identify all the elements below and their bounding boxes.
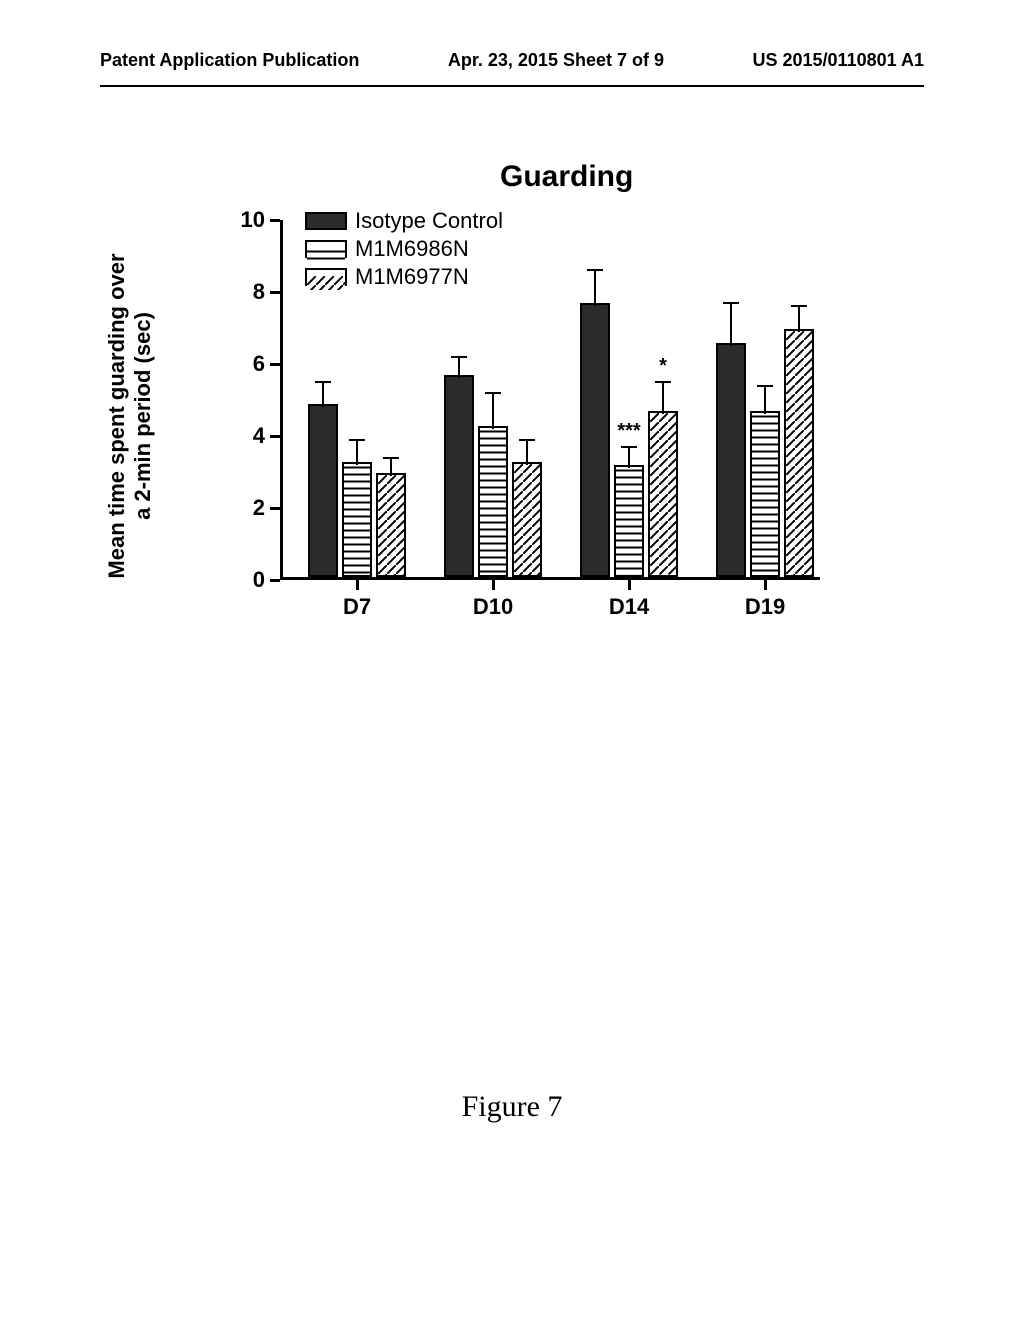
y-tick — [270, 291, 280, 294]
x-tick — [356, 580, 359, 590]
x-tick-label: D10 — [473, 594, 513, 620]
error-bar — [628, 447, 630, 469]
error-cap — [349, 439, 365, 441]
y-tick-label: 4 — [235, 423, 265, 449]
bar-D10-M1M6977N — [512, 462, 542, 577]
error-bar — [356, 440, 358, 465]
error-cap — [485, 392, 501, 394]
x-tick — [628, 580, 631, 590]
error-cap — [621, 446, 637, 448]
y-tick — [270, 507, 280, 510]
header-rule — [100, 85, 924, 87]
y-tick — [270, 435, 280, 438]
bar-D19-M1M6977N — [784, 329, 814, 577]
guarding-chart: Guarding Mean time spent guarding over a… — [150, 160, 840, 630]
y-tick-label: 8 — [235, 279, 265, 305]
header-center: Apr. 23, 2015 Sheet 7 of 9 — [448, 50, 664, 71]
y-tick-label: 6 — [235, 351, 265, 377]
y-tick-label: 10 — [235, 207, 265, 233]
error-bar — [526, 440, 528, 465]
page-header: Patent Application Publication Apr. 23, … — [0, 50, 1024, 71]
error-cap — [519, 439, 535, 441]
error-bar — [798, 306, 800, 331]
x-tick — [764, 580, 767, 590]
y-tick-label: 2 — [235, 495, 265, 521]
plot-area: 0246810D7D10****D14D19 — [280, 220, 820, 580]
error-bar — [764, 386, 766, 415]
y-tick — [270, 363, 280, 366]
chart-title: Guarding — [500, 160, 633, 194]
x-tick-label: D14 — [609, 594, 649, 620]
error-bar — [390, 458, 392, 476]
error-bar — [492, 393, 494, 429]
header-left: Patent Application Publication — [100, 50, 359, 71]
header-right: US 2015/0110801 A1 — [753, 50, 924, 71]
bar-D10-Isotype Control — [444, 375, 474, 577]
bar-D19-Isotype Control — [716, 343, 746, 577]
error-bar — [594, 270, 596, 306]
bar-D19-M1M6986N — [750, 411, 780, 577]
error-bar — [458, 357, 460, 379]
x-tick-label: D7 — [343, 594, 371, 620]
y-axis — [280, 220, 283, 580]
figure-caption: Figure 7 — [0, 1090, 1024, 1124]
bar-D10-M1M6986N — [478, 426, 508, 577]
y-tick — [270, 219, 280, 222]
x-tick — [492, 580, 495, 590]
significance-marker: * — [659, 355, 667, 378]
x-tick-label: D19 — [745, 594, 785, 620]
error-bar — [730, 303, 732, 346]
bar-D7-M1M6977N — [376, 473, 406, 577]
error-bar — [662, 382, 664, 414]
error-cap — [451, 356, 467, 358]
error-cap — [723, 302, 739, 304]
bar-D7-M1M6986N — [342, 462, 372, 577]
y-tick-label: 0 — [235, 567, 265, 593]
significance-marker: *** — [617, 420, 640, 443]
error-cap — [587, 269, 603, 271]
error-cap — [655, 381, 671, 383]
error-cap — [791, 305, 807, 307]
bar-D14-Isotype Control — [580, 303, 610, 577]
bar-D7-Isotype Control — [308, 404, 338, 577]
error-bar — [322, 382, 324, 407]
bar-D14-M1M6977N — [648, 411, 678, 577]
x-axis — [280, 577, 820, 580]
bar-D14-M1M6986N — [614, 465, 644, 577]
error-cap — [383, 457, 399, 459]
error-cap — [757, 385, 773, 387]
error-cap — [315, 381, 331, 383]
y-tick — [270, 579, 280, 582]
